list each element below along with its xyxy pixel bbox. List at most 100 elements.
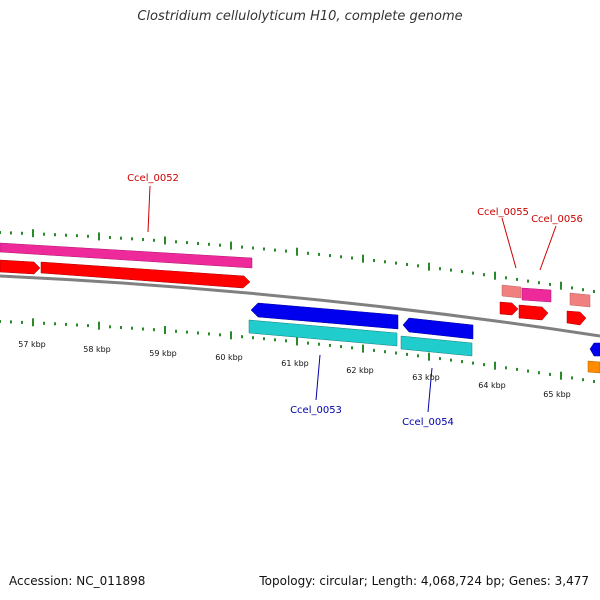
outer-tick-mark (175, 240, 177, 244)
kbp-label: 59 kbp (149, 349, 177, 358)
outer-tick-mark (472, 271, 474, 275)
inner-tick-mark (131, 326, 133, 330)
inner-tick-mark (538, 371, 540, 375)
inner-tick-mark (450, 358, 452, 362)
inner-tick-mark (153, 328, 155, 332)
kbp-label: 64 kbp (478, 381, 506, 390)
kbp-label: 61 kbp (281, 359, 309, 368)
outer-tick-mark (329, 254, 331, 258)
cds-arrow-ccel-0054[interactable] (402, 317, 474, 340)
outer-tick-mark (208, 242, 210, 246)
inner-tick-mark (175, 329, 177, 333)
gene-bar-right-orange[interactable] (587, 360, 600, 374)
outer-tick-mark (439, 267, 441, 271)
outer-tick-mark (527, 279, 529, 283)
outer-tick-mark (120, 236, 122, 240)
outer-tick-mark (109, 236, 111, 239)
outer-tick-mark (560, 281, 562, 290)
leader-ccel-0056 (539, 225, 557, 271)
outer-tick-mark (274, 248, 276, 252)
inner-tick-mark (472, 361, 474, 365)
kbp-label: 65 kbp (543, 390, 571, 399)
outer-tick-mark (87, 234, 89, 238)
gene-label-ccel-0054[interactable]: Ccel_0054 (402, 417, 454, 428)
outer-tick-mark (428, 262, 430, 271)
gene-label-ccel-0056[interactable]: Ccel_0056 (531, 214, 583, 225)
inner-tick-mark (219, 333, 221, 337)
outer-tick-mark (296, 247, 298, 256)
inner-tick-mark (109, 325, 111, 329)
map-title: Clostridium cellulolyticum H10, complete… (137, 9, 463, 24)
outer-tick-mark (384, 260, 386, 264)
cds-arrow-ccel-0055[interactable] (499, 301, 519, 316)
inner-tick-mark (0, 320, 1, 323)
cds-arrow-ccel-0052[interactable] (40, 261, 251, 289)
cds-arrow-ccel-0056[interactable] (518, 304, 549, 321)
kbp-label: 60 kbp (215, 353, 243, 362)
gene-bar-ccel-0056[interactable] (521, 287, 552, 303)
kbp-label: 58 kbp (83, 345, 111, 354)
inner-tick-mark (43, 321, 45, 325)
inner-tick-mark (296, 337, 298, 346)
inner-tick-mark (417, 354, 419, 358)
gene-bar-right-small[interactable] (569, 292, 591, 308)
inner-tick-mark (527, 369, 529, 373)
inner-tick-mark (329, 343, 331, 347)
gene-bar-ccel-0055-light[interactable] (501, 284, 522, 299)
kbp-label: 62 kbp (346, 366, 374, 375)
outer-tick-mark (32, 229, 34, 238)
outer-tick-mark (494, 271, 496, 280)
inner-tick-mark (164, 326, 166, 334)
inner-tick-mark (461, 360, 463, 364)
gene-label-ccel-0052[interactable]: Ccel_0052 (127, 173, 179, 184)
cds-arrow-right-edge[interactable] (589, 342, 600, 357)
outer-tick-mark (340, 255, 342, 259)
inner-tick-mark (439, 357, 441, 361)
gene-label-ccel-0055[interactable]: Ccel_0055 (477, 207, 529, 218)
inner-tick-mark (483, 363, 485, 367)
outer-tick-mark (65, 233, 67, 237)
inner-tick-mark (494, 361, 496, 370)
outer-tick-mark (538, 281, 540, 285)
inner-tick-mark (560, 371, 562, 380)
inner-tick-mark (505, 366, 507, 370)
cds-arrow-left-partial[interactable] (0, 259, 41, 275)
gene-label-ccel-0053[interactable]: Ccel_0053 (290, 405, 342, 416)
leader-ccel-0054 (427, 367, 433, 413)
kbp-label: 57 kbp (18, 340, 46, 349)
outer-tick-mark (362, 254, 364, 263)
outer-tick-mark (186, 241, 188, 245)
inner-tick-mark (307, 341, 309, 345)
outer-tick-mark (252, 246, 254, 250)
inner-tick-mark (395, 351, 397, 355)
outer-tick-mark (98, 232, 100, 241)
inner-tick-mark (373, 348, 375, 352)
outer-tick-mark (483, 273, 485, 277)
inner-tick-mark (340, 345, 342, 349)
outer-tick-mark (351, 256, 353, 260)
inner-tick-mark (32, 318, 34, 327)
inner-tick-mark (252, 336, 254, 340)
inner-tick-mark (362, 344, 364, 353)
inner-tick-mark (76, 323, 78, 327)
inner-tick-mark (142, 327, 144, 331)
outer-tick-mark (406, 263, 408, 266)
gene-bar-ccel-0053[interactable] (248, 319, 398, 347)
gene-bar-ccel-0052[interactable] (0, 242, 253, 269)
outer-tick-mark (219, 243, 221, 247)
outer-tick-mark (142, 238, 144, 241)
inner-tick-mark (54, 322, 56, 326)
genome-backbone (0, 274, 600, 338)
gene-bar-ccel-0054[interactable] (400, 335, 473, 357)
inner-tick-mark (197, 331, 199, 335)
outer-tick-mark (582, 288, 584, 292)
cds-arrow-ccel-0053[interactable] (250, 302, 399, 330)
cds-arrow-right-small[interactable] (566, 310, 587, 326)
outer-tick-mark (571, 286, 573, 290)
inner-tick-mark (285, 339, 287, 343)
inner-tick-track (0, 318, 595, 383)
outer-tick-mark (516, 277, 518, 281)
inner-tick-mark (516, 367, 518, 371)
inner-tick-mark (571, 376, 573, 380)
